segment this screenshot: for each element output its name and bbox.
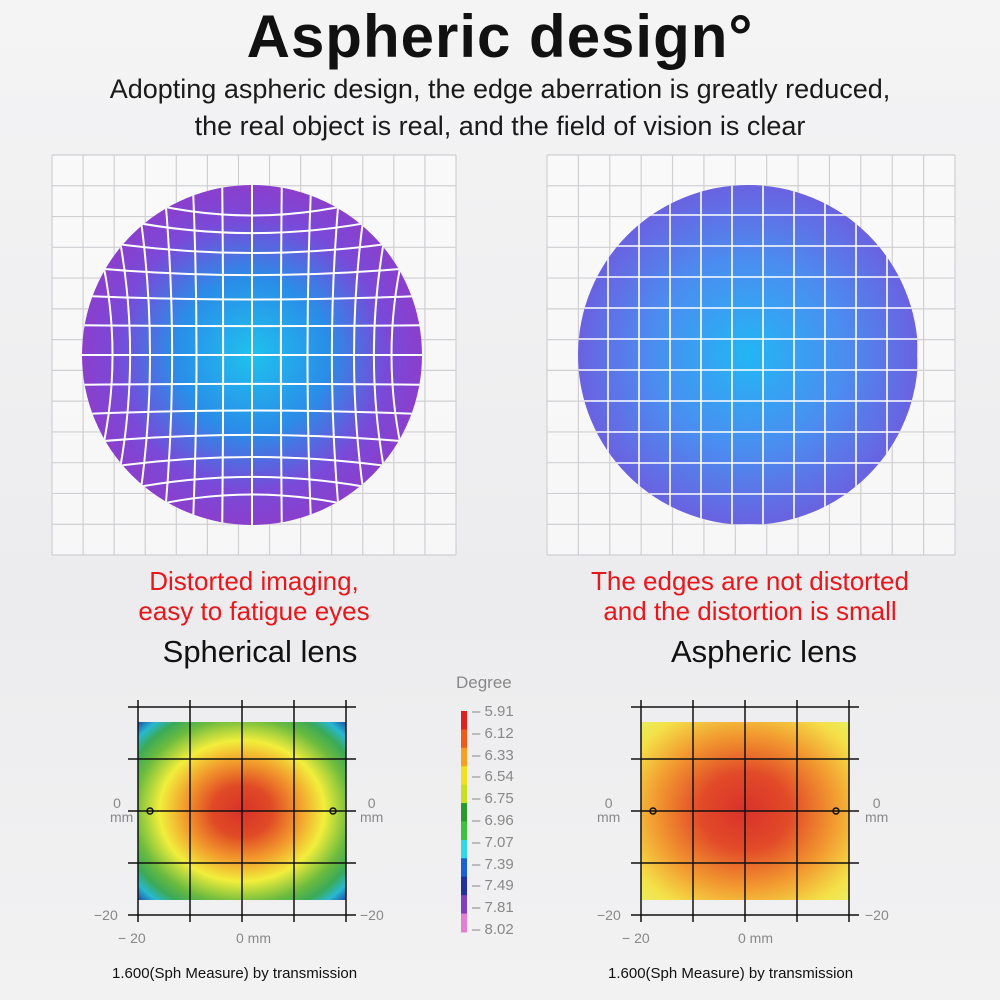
distorted-grid-line	[82, 409, 422, 416]
right-y-zero-label-right: 0 mm	[865, 795, 889, 825]
legend-color-segment	[461, 839, 467, 859]
legend-color-segment	[461, 729, 467, 749]
legend-value: – 6.12	[472, 724, 514, 742]
subtitle-line-1: Adopting aspheric design, the edge aberr…	[109, 74, 891, 104]
legend-value: – 6.54	[472, 768, 514, 786]
legend-color-segment	[461, 913, 467, 933]
legend-value: – 7.81	[472, 899, 514, 917]
distorted-grid-line	[82, 433, 422, 446]
distorted-grid-line	[306, 185, 313, 525]
aspheric-lens-disc	[578, 185, 918, 525]
heatmap-grid-left	[128, 700, 356, 922]
right-y-min-label-right: −20	[865, 907, 889, 923]
left-y-zero-label-right: 0 mm	[360, 795, 384, 825]
degree-color-bar	[461, 711, 467, 933]
distorted-grid-line	[330, 185, 343, 525]
left-x-min-label: − 20	[118, 930, 146, 946]
legend-color-segment	[461, 803, 467, 822]
legend-value: – 7.39	[472, 855, 514, 873]
spherical-lens-label: Spherical lens	[162, 634, 358, 669]
legend-value: – 6.33	[472, 746, 514, 764]
left-y-zero-label: 0 mm	[110, 795, 134, 825]
right-y-min-label: −20	[597, 907, 621, 923]
legend-color-segment	[461, 747, 467, 767]
distorted-grid-line	[82, 382, 422, 386]
page-title: Aspheric design°	[246, 3, 754, 70]
right-y-zero-label: 0 mm	[597, 795, 621, 825]
measure-point-marker	[329, 807, 337, 815]
spherical-note: Distorted imaging, easy to fatigue eyes	[52, 566, 456, 626]
legend-color-segment	[461, 784, 467, 804]
left-x-zero-label: 0 mm	[236, 930, 271, 946]
distorted-grid-line	[279, 185, 283, 525]
spherical-note-line-2: easy to fatigue eyes	[138, 596, 370, 626]
legend-value: – 6.75	[472, 790, 514, 808]
legend-value: – 7.49	[472, 877, 514, 895]
legend-value: – 6.96	[472, 812, 514, 829]
legend-value: – 8.02	[472, 921, 514, 938]
legend-value: – 5.91	[472, 703, 514, 720]
legend-title: Degree	[456, 673, 512, 692]
measure-point-marker	[146, 807, 154, 815]
aspheric-caption: 1.600(Sph Measure) by transmission	[608, 965, 854, 982]
aspheric-note-line-1: The edges are not distorted	[591, 566, 909, 596]
legend-color-segment	[461, 895, 467, 915]
legend-color-segment	[461, 766, 467, 786]
legend-color-segment	[461, 876, 467, 896]
measure-point-marker	[832, 807, 840, 815]
spherical-note-line-1: Distorted imaging,	[149, 566, 359, 596]
spherical-caption: 1.600(Sph Measure) by transmission	[112, 965, 358, 982]
heatmap-grid-right	[631, 700, 859, 922]
measure-point-marker	[649, 807, 657, 815]
legend-value: – 7.07	[472, 833, 514, 851]
aspheric-note-line-2: and the distortion is small	[603, 596, 897, 626]
aspheric-lens-label: Aspheric lens	[670, 634, 858, 669]
left-y-min-label-right: −20	[360, 907, 384, 923]
left-y-min-label: −20	[94, 907, 118, 923]
subtitle-line-2: the real object is real, and the field o…	[194, 111, 806, 141]
legend-color-segment	[461, 821, 467, 841]
right-x-zero-label: 0 mm	[738, 930, 773, 946]
legend-color-segment	[461, 711, 467, 730]
right-x-min-label: − 20	[622, 930, 650, 946]
aspheric-note: The edges are not distorted and the dist…	[520, 566, 980, 626]
legend-color-segment	[461, 858, 467, 878]
